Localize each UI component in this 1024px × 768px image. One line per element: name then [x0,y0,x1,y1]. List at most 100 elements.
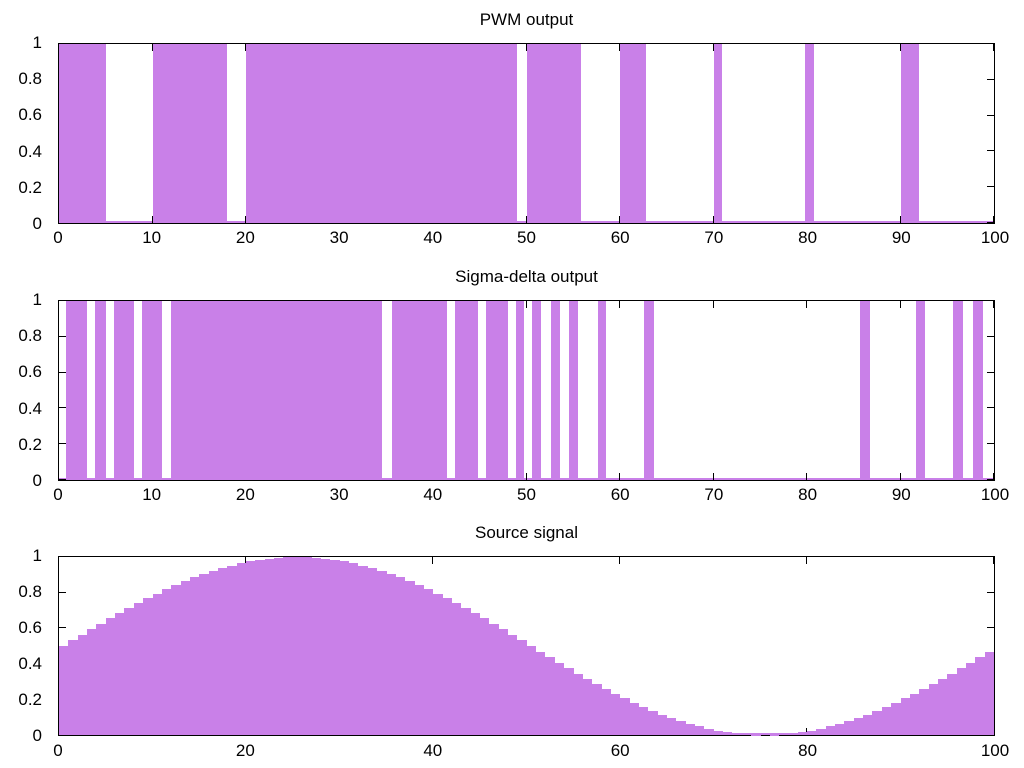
source-sample-bar [816,728,826,735]
x-tick-label: 0 [53,228,63,247]
source-sample-bar [629,702,639,735]
x-tick-label: 90 [891,485,911,504]
x-tick-label: 10 [142,228,162,247]
source-sample-bar [133,603,144,735]
source-sample-bar [704,728,714,735]
sigma-pulse-bar [973,301,983,480]
source-sample-bar [835,723,845,735]
source-sample-bar [395,577,406,735]
y-axis-tick [59,407,66,409]
y-axis-tick [59,591,66,593]
source-sample-bar [358,565,368,735]
source-sample-bar [433,593,443,735]
y-axis-tick [987,443,994,445]
pwm-pulse-bar [152,44,228,223]
source-sample-bar [853,718,864,735]
sigma-pulse-bar [916,301,925,480]
source-signal-plot-area [58,556,995,736]
source-sample-bar [554,662,565,735]
sigma-pulse-bar [95,301,106,480]
source-sample-bar [115,613,125,735]
x-axis-tick [58,44,59,51]
source-sample-bar [180,581,191,735]
x-tick-label: 90 [891,228,911,247]
source-sample-bar [292,557,303,735]
x-tick-label: 60 [610,741,630,760]
source-sample-bar [152,593,163,735]
source-sample-bar [302,557,312,735]
pwm-x-axis-labels: 0 10 20 30 40 50 60 70 80 90 100 [53,228,1009,249]
source-sample-bar [947,673,957,735]
y-tick-label: 0.6 [18,618,42,637]
y-axis-tick [59,627,66,629]
y-axis-tick [59,300,66,301]
y-axis-tick [987,186,994,188]
pwm-y-axis-labels: 0 0.2 0.4 0.6 0.8 1 [0,34,50,233]
x-axis-tick [899,301,901,308]
sigma-pulse-bar [486,301,508,480]
source-sample-bar [171,585,181,735]
x-tick-label: 0 [53,485,63,504]
y-axis-tick [59,335,66,337]
y-axis-tick [987,335,994,337]
x-axis-tick [993,44,994,51]
y-axis-tick [59,43,66,44]
x-axis-tick [712,44,714,51]
y-tick-label: 0 [32,471,42,490]
y-axis-tick [59,479,66,480]
x-tick-label: 20 [235,228,255,247]
x-axis-tick [58,557,59,564]
x-axis-tick [432,557,433,564]
source-sample-bar [461,608,471,735]
x-tick-label: 80 [798,228,818,247]
sigma-pulse-bar [142,301,162,480]
source-sample-bar [844,721,855,735]
x-axis-tick [806,728,807,735]
x-tick-label: 70 [704,228,724,247]
source-sample-bar [937,678,948,735]
x-axis-tick [993,216,994,223]
x-axis-tick [58,473,59,480]
x-tick-label: 60 [610,485,630,504]
source-sample-bar [900,698,911,735]
source-sample-bar [610,693,621,735]
sigma-pulse-bar [644,301,654,480]
y-axis-tick [59,371,66,373]
x-axis-tick [899,216,901,223]
y-axis-tick [987,479,994,480]
pwm-pulse-bar [805,44,815,223]
source-sample-bar [283,557,294,735]
y-tick-label: 0.8 [18,582,42,601]
source-sample-bar [863,714,873,735]
pwm-plot-area [58,43,995,224]
y-tick-label: 0.4 [18,654,42,673]
source-sample-bar [246,561,256,735]
source-sample-bar [189,577,200,735]
source-sample-bar [648,710,658,735]
source-sample-bar [591,683,602,735]
y-tick-label: 0.4 [18,141,42,161]
zero-baseline [59,478,994,480]
x-axis-tick [245,44,246,51]
y-tick-label: 0.2 [18,434,42,454]
x-axis-tick [58,728,59,735]
source-sample-bar [227,565,237,735]
source-sample-bar [498,629,509,735]
y-tick-label: 1 [32,546,42,565]
x-axis-tick [993,473,994,480]
source-sample-bar [105,618,116,735]
sigma-pulse-bar [952,301,964,480]
source-sample-bar [919,688,929,735]
source-sample-bar [348,563,359,735]
source-sample-bar [984,651,995,735]
source-sample-bar [339,561,350,735]
x-tick-label: 40 [423,741,443,760]
source-sample-bar [274,557,284,735]
source-sample-bar [545,657,555,735]
y-axis-tick [987,591,994,593]
x-tick-label: 100 [980,485,1010,504]
source-sample-bar [264,558,275,735]
x-tick-label: 70 [704,485,724,504]
source-sample-bar [451,603,462,735]
